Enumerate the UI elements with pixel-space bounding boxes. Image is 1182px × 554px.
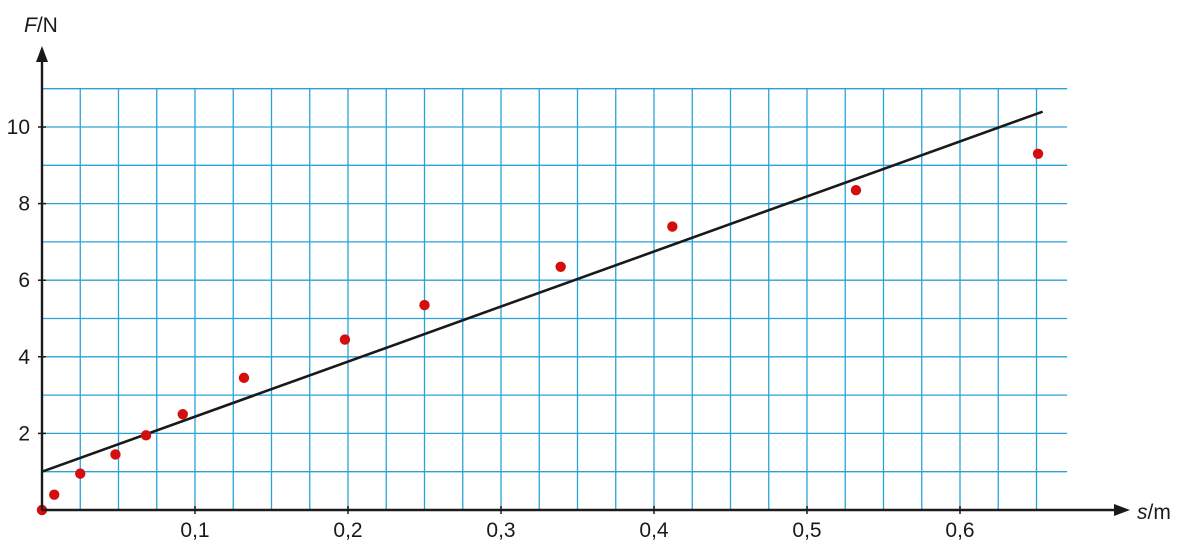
x-axis-unit: /m <box>1148 501 1171 524</box>
data-point <box>238 372 250 384</box>
data-point <box>419 299 430 311</box>
data-point <box>339 334 351 345</box>
data-point <box>1032 148 1044 160</box>
x-tick-label: 0,5 <box>792 519 821 542</box>
y-axis-title: F/N <box>24 14 58 37</box>
x-tick-label: 0,4 <box>639 519 669 542</box>
data-point <box>850 184 862 196</box>
x-tick-label: 0,2 <box>333 519 362 542</box>
y-axis-symbol: F <box>24 14 38 37</box>
fit-line-group <box>41 110 1044 473</box>
data-point <box>667 221 678 232</box>
data-point <box>49 489 60 500</box>
y-tick-label: 8 <box>18 193 30 216</box>
axes <box>36 46 1130 516</box>
data-point <box>140 430 152 441</box>
x-tick-labels: 0,1 0,2 0,3 0,4 0,5 0,6 <box>180 506 975 542</box>
x-axis-title: s/m <box>1137 501 1171 524</box>
x-tick-label: 0,3 <box>486 519 515 542</box>
y-tick-label: 6 <box>18 269 30 292</box>
x-tick-label: 0,6 <box>945 519 974 542</box>
data-point <box>110 449 121 460</box>
x-tick-label: 0,1 <box>180 519 209 542</box>
data-point <box>177 409 188 420</box>
data-point <box>75 468 86 479</box>
y-axis-unit: /N <box>37 14 58 37</box>
x-axis-symbol: s <box>1137 501 1148 524</box>
fit-line <box>41 110 1044 473</box>
data-points <box>36 148 1044 516</box>
y-tick-label: 10 <box>7 116 30 139</box>
y-tick-label: 4 <box>18 346 30 369</box>
grid <box>42 88 1068 510</box>
data-point <box>555 261 566 272</box>
y-tick-label: 2 <box>18 422 30 445</box>
y-tick-labels: 2 4 6 8 10 <box>7 116 46 445</box>
y-axis-arrow-icon <box>36 46 48 62</box>
x-axis-arrow-icon <box>1114 504 1130 516</box>
